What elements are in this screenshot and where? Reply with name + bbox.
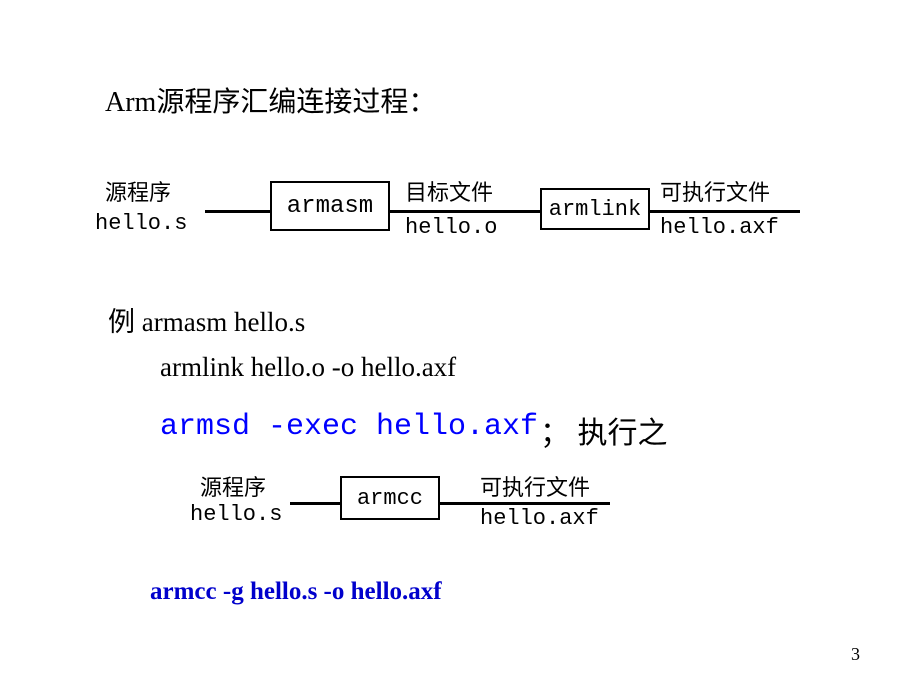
flow2-source-top: 源程序 <box>200 470 266 502</box>
example-line-3a: armsd -exec hello.axf <box>160 410 538 444</box>
flow2-line-1 <box>290 502 340 505</box>
flow1-box-armasm-label: armasm <box>287 193 373 220</box>
flow2-exec-top: 可执行文件 <box>480 470 590 502</box>
example-line-2: armlink hello.o -o hello.axf <box>160 352 456 383</box>
flow1-line-3 <box>650 210 800 213</box>
flow1-source-bot: hello.s <box>95 211 187 236</box>
slide-title: Arm源程序汇编连接过程： <box>105 80 436 120</box>
bottom-cmd: armcc -g hello.s -o hello.axf <box>150 578 442 606</box>
flowchart-1: 源程序 hello.s armasm 目标文件 hello.o armlink … <box>95 175 825 255</box>
flow1-exec-top: 可执行文件 <box>660 175 770 207</box>
page-number: 3 <box>851 644 860 665</box>
flow1-object-top: 目标文件 <box>405 175 493 207</box>
example-line-1: 例 armasm hello.s <box>108 300 305 339</box>
flow1-line-2 <box>390 210 540 213</box>
example-line-3b: ； 执行之 <box>540 408 668 452</box>
flow1-source-top: 源程序 <box>105 175 171 207</box>
slide: Arm源程序汇编连接过程： 源程序 hello.s armasm 目标文件 he… <box>0 0 920 690</box>
flow1-box-armasm: armasm <box>270 181 390 231</box>
flow1-box-armlink: armlink <box>540 188 650 230</box>
flow1-line-1 <box>205 210 270 213</box>
flow2-box-armcc-label: armcc <box>357 486 423 511</box>
flowchart-2: 源程序 hello.s armcc 可执行文件 hello.axf <box>190 470 670 550</box>
flow2-line-2 <box>440 502 610 505</box>
flow2-box-armcc: armcc <box>340 476 440 520</box>
flow2-exec-bot: hello.axf <box>480 506 599 531</box>
flow1-object-bot: hello.o <box>405 215 497 240</box>
flow1-exec-bot: hello.axf <box>660 215 779 240</box>
flow1-box-armlink-label: armlink <box>549 197 641 222</box>
flow2-source-bot: hello.s <box>190 502 282 527</box>
